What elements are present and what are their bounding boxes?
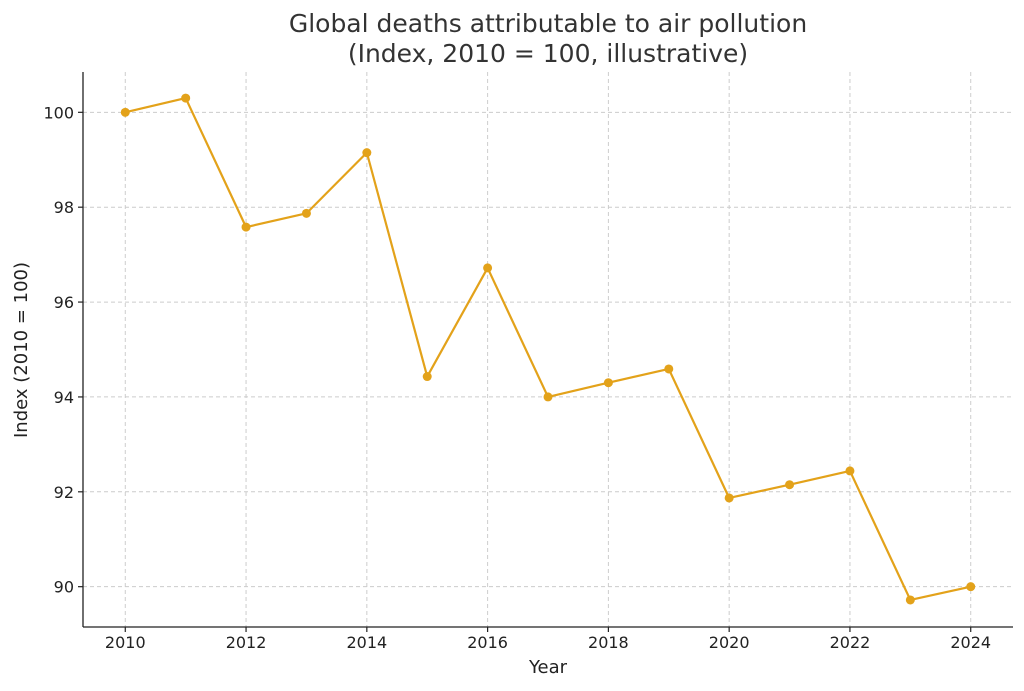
data-point <box>543 392 553 402</box>
x-tick-label: 2010 <box>105 633 146 652</box>
chart-title-line-1: Global deaths attributable to air pollut… <box>289 9 807 38</box>
y-tick-label: 92 <box>54 483 74 502</box>
y-tick-label: 94 <box>54 388 74 407</box>
x-tick-label: 2014 <box>346 633 387 652</box>
data-point <box>301 208 311 218</box>
data-point <box>422 372 432 382</box>
data-point <box>845 466 855 476</box>
x-tick-label: 2024 <box>950 633 991 652</box>
data-point <box>664 364 674 374</box>
data-point <box>483 263 493 273</box>
series-line <box>125 96 971 602</box>
data-point <box>905 595 915 605</box>
x-tick-label: 2016 <box>467 633 508 652</box>
y-tick-label: 98 <box>54 198 74 217</box>
data-point <box>603 378 613 388</box>
axes: 2010 2012 2014 2016 2018 2020 2022 2024 90 92 94 96… <box>43 72 1013 652</box>
data-point <box>120 107 130 117</box>
y-tick-label: 96 <box>54 293 74 312</box>
x-tick-label: 2020 <box>709 633 750 652</box>
series-layer <box>120 93 976 605</box>
y-tick-label: 90 <box>54 578 74 597</box>
data-point <box>785 480 795 490</box>
data-point <box>362 148 372 158</box>
y-tick-label: 100 <box>43 103 74 122</box>
data-point <box>966 582 976 592</box>
x-tick-label: 2012 <box>226 633 267 652</box>
data-point <box>724 493 734 503</box>
x-axis-label: Year <box>528 657 568 678</box>
chart-title-line-2: (Index, 2010 = 100, illustrative) <box>348 39 748 68</box>
y-axis-label: Index (2010 = 100) <box>11 262 32 438</box>
x-tick-label: 2022 <box>830 633 871 652</box>
x-tick-label: 2018 <box>588 633 629 652</box>
grid <box>83 72 1013 627</box>
data-point <box>241 222 251 232</box>
data-point <box>181 93 191 103</box>
